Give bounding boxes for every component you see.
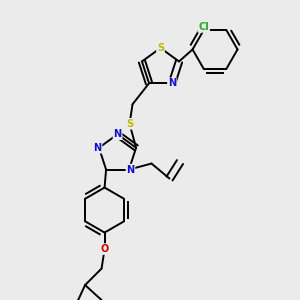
Text: N: N [126, 165, 135, 175]
Text: S: S [157, 43, 164, 53]
Text: N: N [113, 129, 122, 139]
Text: S: S [126, 119, 133, 129]
Text: Cl: Cl [198, 22, 209, 32]
Text: O: O [100, 244, 109, 254]
Text: N: N [93, 143, 102, 153]
Text: N: N [168, 78, 176, 88]
